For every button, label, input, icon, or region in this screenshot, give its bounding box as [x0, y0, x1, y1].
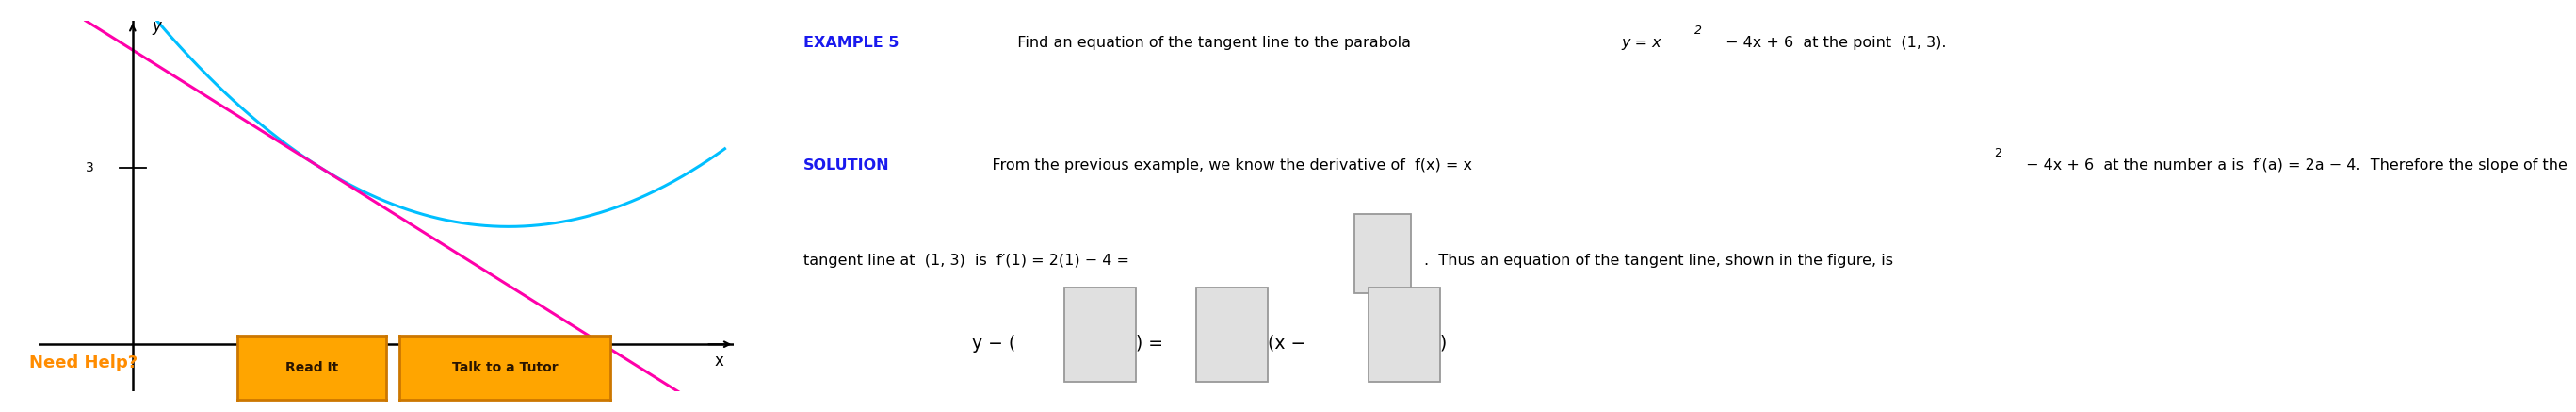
Text: ): ) [1440, 335, 1448, 352]
Text: − 4x + 6  at the number a is  f′(a) = 2a − 4.  Therefore the slope of the: − 4x + 6 at the number a is f′(a) = 2a −… [2022, 159, 2568, 173]
FancyBboxPatch shape [1064, 287, 1136, 382]
FancyBboxPatch shape [1195, 287, 1267, 382]
Text: (x −: (x − [1267, 335, 1306, 352]
Text: 3: 3 [85, 161, 93, 174]
Text: 1: 1 [317, 354, 325, 368]
Text: x: x [714, 352, 724, 369]
Text: − 4x + 6  at the point  (1, 3).: − 4x + 6 at the point (1, 3). [1721, 36, 1947, 50]
Text: ) =: ) = [1136, 335, 1170, 352]
Text: y: y [152, 18, 162, 35]
Text: EXAMPLE 5: EXAMPLE 5 [804, 36, 899, 50]
FancyBboxPatch shape [1368, 287, 1440, 382]
Text: y − (: y − ( [971, 335, 1015, 352]
Text: 2: 2 [1695, 24, 1703, 36]
Text: tangent line at  (1, 3)  is  f′(1) = 2(1) − 4 =: tangent line at (1, 3) is f′(1) = 2(1) −… [804, 253, 1133, 268]
Text: SOLUTION: SOLUTION [804, 159, 889, 173]
Text: Talk to a Tutor: Talk to a Tutor [451, 361, 559, 375]
FancyBboxPatch shape [1355, 214, 1412, 293]
Text: 2: 2 [1994, 147, 2002, 159]
Text: .  Thus an equation of the tangent line, shown in the figure, is: . Thus an equation of the tangent line, … [1425, 253, 1893, 268]
Text: Read It: Read It [286, 361, 337, 375]
Text: From the previous example, we know the derivative of  f(x) = x: From the previous example, we know the d… [979, 159, 1471, 173]
Text: y = x: y = x [1620, 36, 1662, 50]
Text: Find an equation of the tangent line to the parabola: Find an equation of the tangent line to … [1007, 36, 1419, 50]
Text: Need Help?: Need Help? [28, 354, 137, 371]
